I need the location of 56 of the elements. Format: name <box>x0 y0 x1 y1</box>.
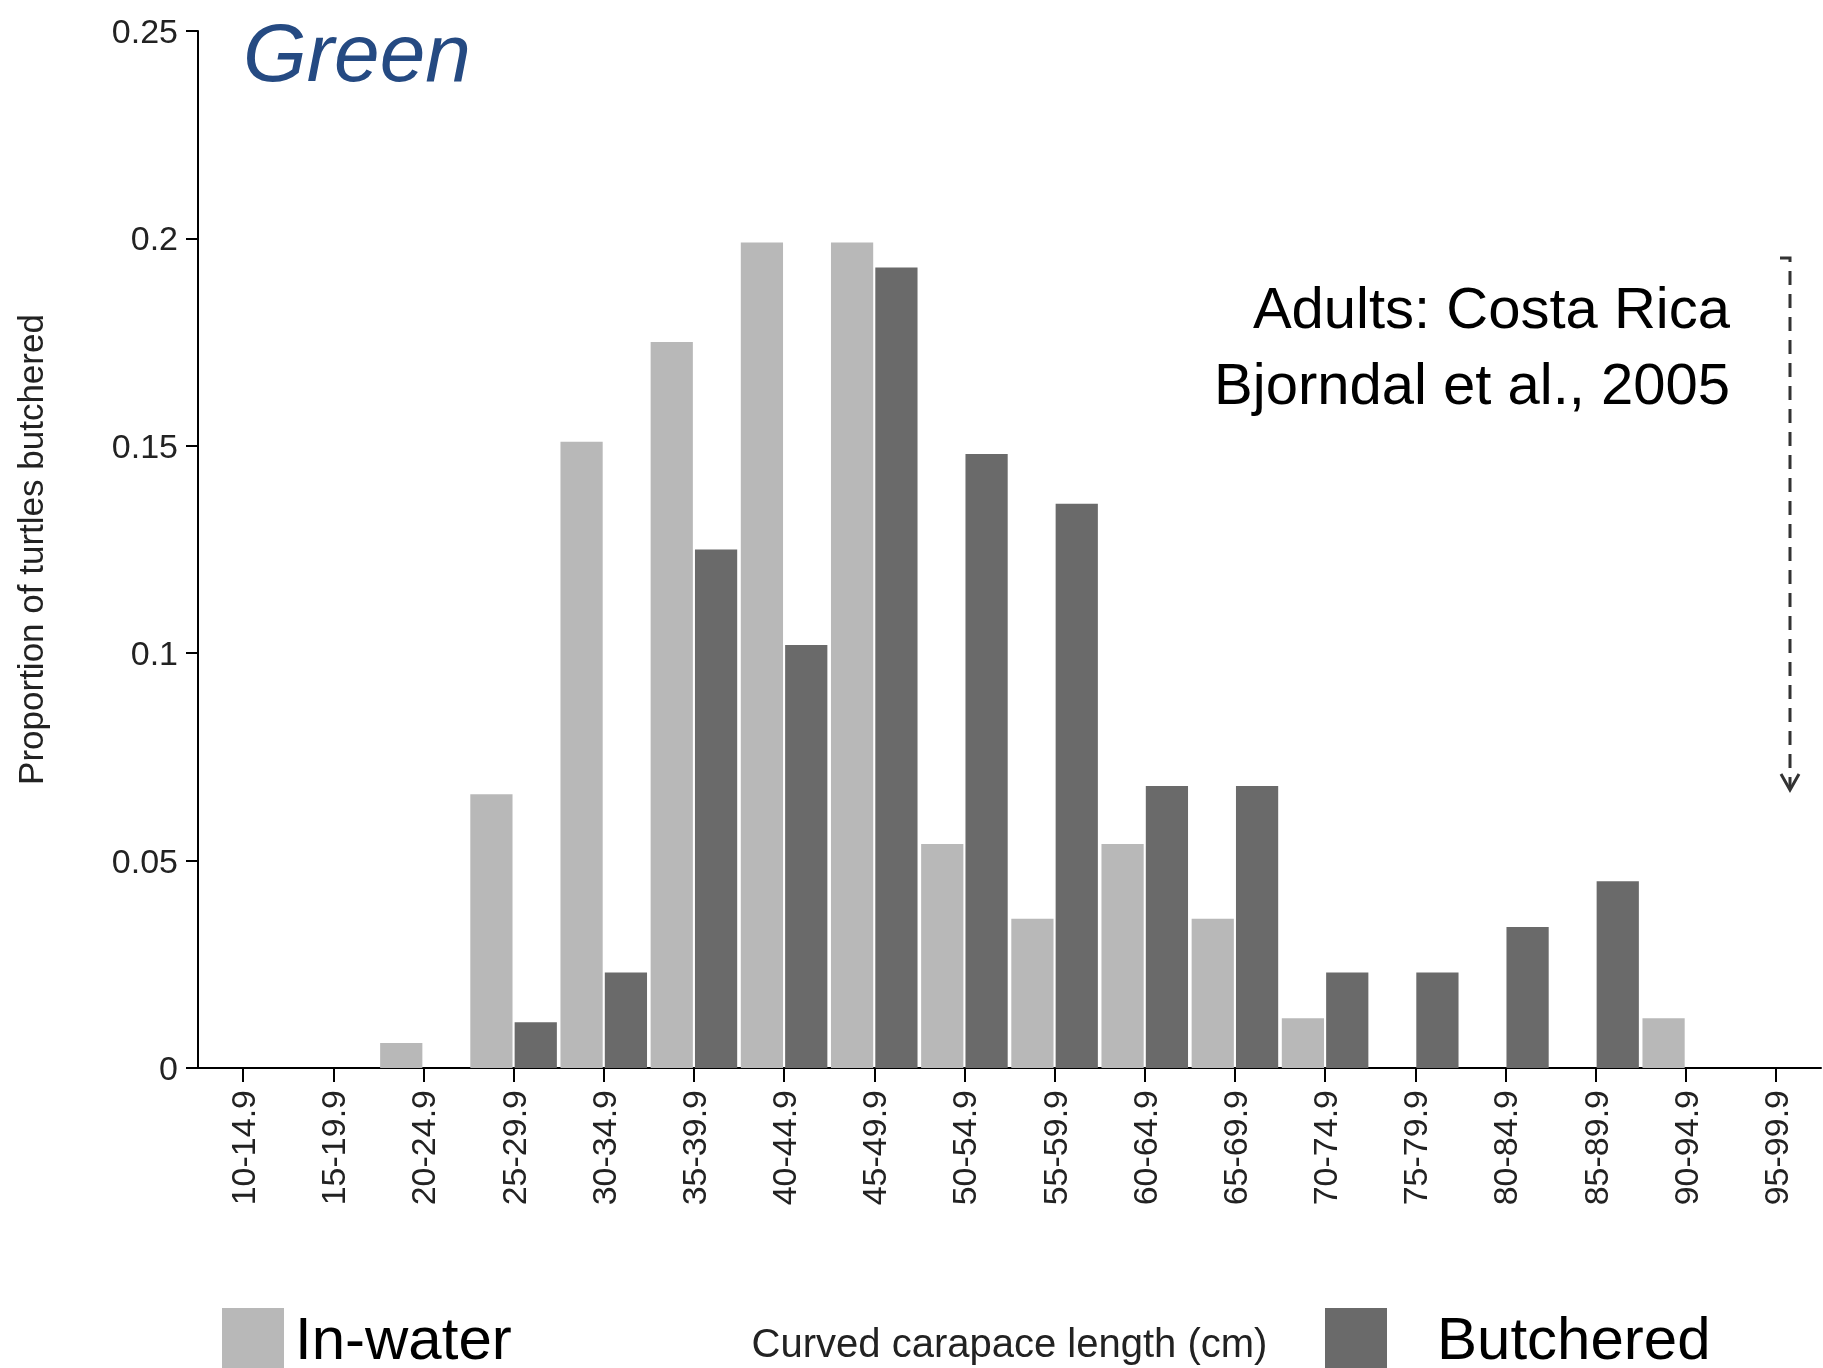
x-tick-label: 45-49.9 <box>855 1090 894 1206</box>
bar <box>830 242 874 1068</box>
x-tick-label: 50-54.9 <box>945 1090 984 1206</box>
y-tick-label: 0.2 <box>130 219 178 258</box>
y-tick-label: 0.25 <box>111 12 178 50</box>
annotation: Adults: Costa Rica <box>1252 274 1731 340</box>
x-tick-label: 65-69.9 <box>1215 1090 1254 1206</box>
y-tick-label: 0.1 <box>130 634 178 673</box>
bar <box>875 267 918 1068</box>
x-tick-label: 40-44.9 <box>765 1090 804 1206</box>
y-axis-title: Proportion of turtles butchered <box>11 314 50 785</box>
bar <box>1642 1018 1685 1068</box>
x-tick-label: 55-59.9 <box>1035 1090 1074 1206</box>
bar <box>380 1043 423 1068</box>
x-tick-label: 85-89.9 <box>1576 1090 1615 1206</box>
x-tick-label: 10-14.9 <box>224 1090 263 1206</box>
x-tick-label: 20-24.9 <box>404 1090 443 1206</box>
x-tick-label: 60-64.9 <box>1125 1090 1164 1206</box>
bar <box>1235 785 1279 1068</box>
bar <box>965 454 1008 1068</box>
bar <box>1506 926 1549 1068</box>
bar <box>470 794 513 1068</box>
bar <box>921 844 964 1068</box>
x-tick-label: 70-74.9 <box>1306 1090 1345 1206</box>
y-tick-label: 0.05 <box>111 841 178 880</box>
x-tick-label: 90-94.9 <box>1666 1090 1705 1206</box>
chart-title: Green <box>243 6 471 98</box>
bar <box>1101 844 1144 1068</box>
y-tick-label: 0 <box>159 1049 178 1087</box>
bar <box>740 242 784 1068</box>
bar <box>604 972 648 1068</box>
bar <box>650 342 693 1068</box>
x-tick-label: 75-79.9 <box>1396 1090 1435 1206</box>
bar <box>1416 972 1459 1068</box>
x-tick-label: 30-34.9 <box>584 1090 623 1206</box>
x-tick-label: 80-84.9 <box>1486 1090 1525 1206</box>
annotation: Bjorndal et al., 2005 <box>1214 350 1731 416</box>
x-tick-label: 95-99.9 <box>1756 1090 1795 1206</box>
x-tick-label: 25-29.9 <box>494 1090 533 1206</box>
legend-label: In-water <box>295 1304 512 1368</box>
bar <box>1055 503 1098 1068</box>
bar <box>1191 918 1234 1068</box>
bar <box>1596 881 1639 1068</box>
bar <box>1281 1018 1325 1068</box>
y-tick-label: 0.15 <box>111 426 178 465</box>
x-axis-title: Curved carapace length (cm) <box>751 1321 1268 1365</box>
x-tick-label: 15-19.9 <box>314 1090 353 1206</box>
bar <box>560 441 603 1068</box>
bar <box>1145 785 1189 1068</box>
bar <box>694 549 738 1068</box>
bar <box>1011 918 1054 1068</box>
bar <box>785 644 828 1068</box>
bar <box>514 1022 557 1068</box>
legend-label: Butchered <box>1437 1304 1711 1368</box>
bar <box>1326 972 1369 1068</box>
x-tick-label: 35-39.9 <box>674 1090 713 1206</box>
